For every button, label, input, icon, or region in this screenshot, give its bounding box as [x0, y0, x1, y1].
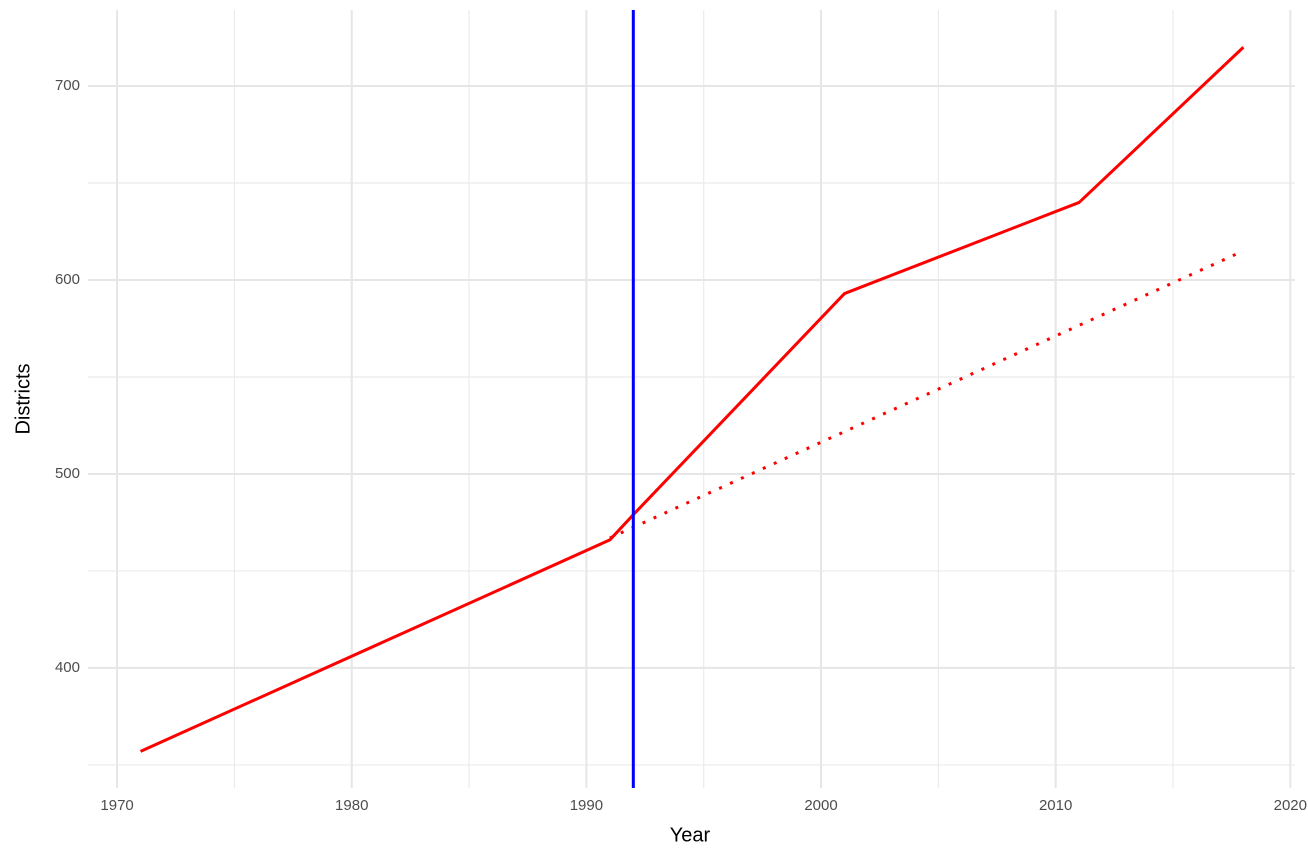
y-tick-label: 600 [55, 271, 80, 288]
solid-line [139, 46, 1245, 753]
x-tick-label: 2020 [1274, 797, 1307, 814]
x-tick-label: 2010 [1039, 797, 1072, 814]
y-axis-title: Districts [12, 363, 34, 434]
x-tick-label: 1990 [570, 797, 603, 814]
x-tick-label: 1970 [100, 797, 133, 814]
y-tick-label: 400 [55, 659, 80, 676]
x-axis-title: Year [670, 824, 711, 846]
x-tick-label: 1980 [335, 797, 368, 814]
y-tick-label: 500 [55, 465, 80, 482]
dotted-line [609, 249, 1244, 540]
y-tick-label: 700 [55, 77, 80, 94]
x-tick-label: 2000 [804, 797, 837, 814]
